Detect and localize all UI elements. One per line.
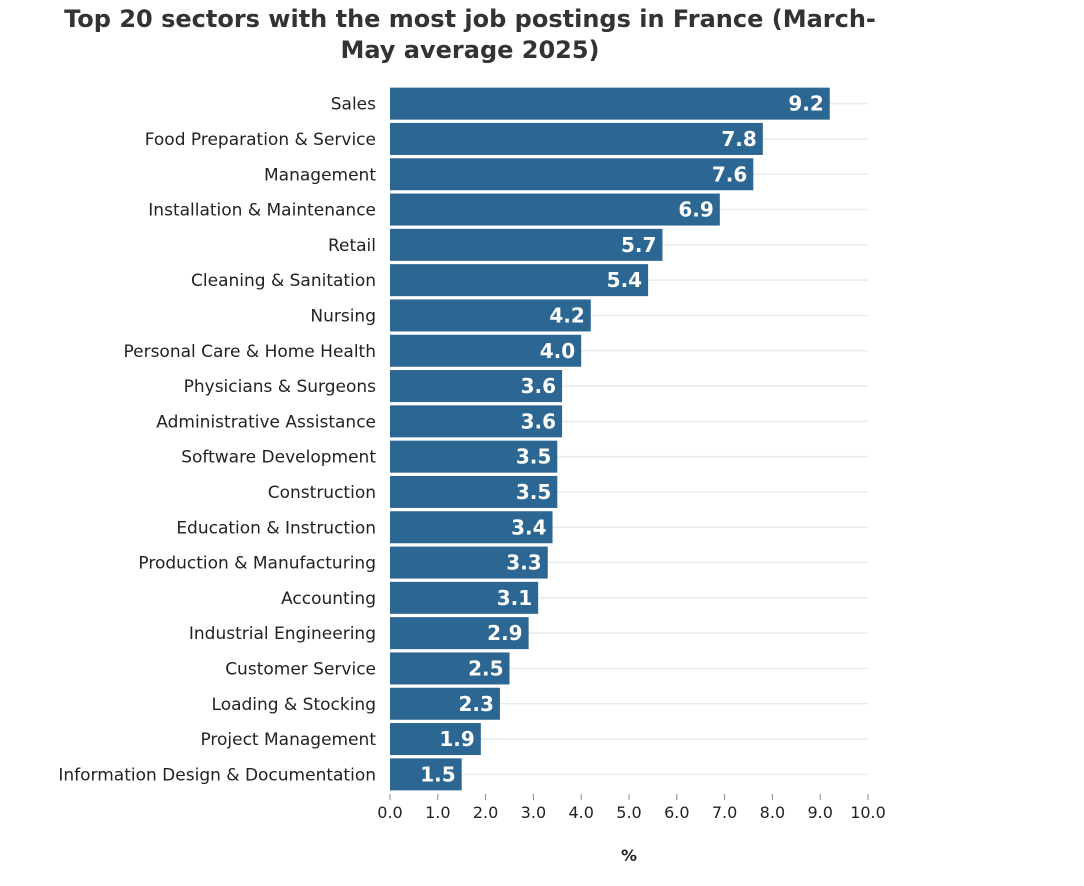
bar-value-label: 7.6 bbox=[712, 162, 747, 186]
category-label: Retail bbox=[328, 236, 376, 256]
x-tick-label: 2.0 bbox=[473, 803, 498, 822]
bar bbox=[390, 158, 754, 191]
category-label: Information Design & Documentation bbox=[58, 765, 376, 785]
bar-value-label: 5.7 bbox=[621, 233, 656, 257]
category-label: Sales bbox=[331, 95, 376, 115]
category-label: Customer Service bbox=[225, 659, 376, 679]
bar-value-label: 2.3 bbox=[459, 692, 494, 716]
category-label: Software Development bbox=[181, 448, 376, 468]
bar-value-label: 7.8 bbox=[721, 127, 756, 151]
bar bbox=[390, 475, 558, 508]
x-tick-label: 3.0 bbox=[521, 803, 546, 822]
bar bbox=[390, 264, 649, 297]
category-label: Administrative Assistance bbox=[156, 412, 376, 432]
category-label: Project Management bbox=[200, 730, 376, 750]
bar-value-label: 5.4 bbox=[607, 268, 642, 292]
category-label: Education & Instruction bbox=[176, 518, 376, 538]
x-tick-label: 6.0 bbox=[664, 803, 689, 822]
bar-value-label: 1.9 bbox=[439, 727, 474, 751]
x-tick-label: 8.0 bbox=[760, 803, 785, 822]
bar-value-label: 4.2 bbox=[549, 303, 584, 327]
bar bbox=[390, 758, 462, 791]
bar-value-label: 9.2 bbox=[788, 92, 823, 116]
category-label: Accounting bbox=[281, 589, 376, 609]
bar-value-label: 3.5 bbox=[516, 480, 551, 504]
category-label: Industrial Engineering bbox=[189, 624, 376, 644]
category-label: Construction bbox=[268, 483, 376, 503]
category-label: Loading & Stocking bbox=[212, 695, 376, 715]
bar bbox=[390, 122, 763, 155]
category-label: Physicians & Surgeons bbox=[184, 377, 377, 397]
bar bbox=[390, 546, 548, 579]
category-label: Cleaning & Sanitation bbox=[191, 271, 376, 291]
bar bbox=[390, 581, 539, 614]
x-tick-label: 7.0 bbox=[712, 803, 737, 822]
bar bbox=[390, 334, 582, 367]
x-axis-title: % bbox=[621, 846, 637, 865]
category-label: Personal Care & Home Health bbox=[123, 342, 376, 362]
bar-value-label: 3.6 bbox=[521, 409, 556, 433]
bar bbox=[390, 687, 500, 720]
bar-value-label: 6.9 bbox=[678, 198, 713, 222]
bar bbox=[390, 228, 663, 261]
bar-value-label: 4.0 bbox=[540, 339, 575, 363]
bar bbox=[390, 511, 553, 544]
bar-value-label: 3.5 bbox=[516, 445, 551, 469]
bar bbox=[390, 440, 558, 473]
bars: 9.2 7.8 7.6 6.9 5.7 5.4 4.2 4.0 3.6 3.6 3.5 3.5 3.4 3… bbox=[390, 87, 830, 791]
category-labels: Sales Food Preparation & Service Managemen… bbox=[58, 95, 376, 786]
bar-value-label: 3.3 bbox=[506, 551, 541, 575]
bar bbox=[390, 370, 563, 403]
category-label: Installation & Maintenance bbox=[148, 201, 376, 221]
bar-value-label: 2.9 bbox=[487, 621, 522, 645]
bar bbox=[390, 87, 830, 120]
category-label: Food Preparation & Service bbox=[145, 130, 376, 150]
bar bbox=[390, 193, 720, 226]
bar bbox=[390, 405, 563, 438]
bar bbox=[390, 617, 529, 650]
bar-value-label: 3.1 bbox=[497, 586, 532, 610]
bar-value-label: 3.6 bbox=[521, 374, 556, 398]
category-label: Nursing bbox=[310, 306, 376, 326]
x-tick-label: 10.0 bbox=[850, 803, 886, 822]
bar-value-label: 2.5 bbox=[468, 656, 503, 680]
x-tick-label: 0.0 bbox=[377, 803, 402, 822]
x-tick-label: 4.0 bbox=[568, 803, 593, 822]
x-tick-label: 1.0 bbox=[425, 803, 450, 822]
bar bbox=[390, 723, 481, 756]
chart-title: Top 20 sectors with the most job posting… bbox=[64, 5, 876, 64]
bar-value-label: 1.5 bbox=[420, 762, 455, 786]
bar bbox=[390, 652, 510, 685]
bar bbox=[390, 299, 591, 332]
x-tick-label: 5.0 bbox=[616, 803, 641, 822]
x-tick-labels: 0.0 1.0 2.0 3.0 4.0 5.0 6.0 7.0 8.0 9.0 10.0 bbox=[377, 794, 886, 822]
bar-value-label: 3.4 bbox=[511, 515, 546, 539]
category-label: Production & Manufacturing bbox=[138, 554, 376, 574]
category-label: Management bbox=[264, 165, 376, 185]
x-tick-label: 9.0 bbox=[807, 803, 832, 822]
